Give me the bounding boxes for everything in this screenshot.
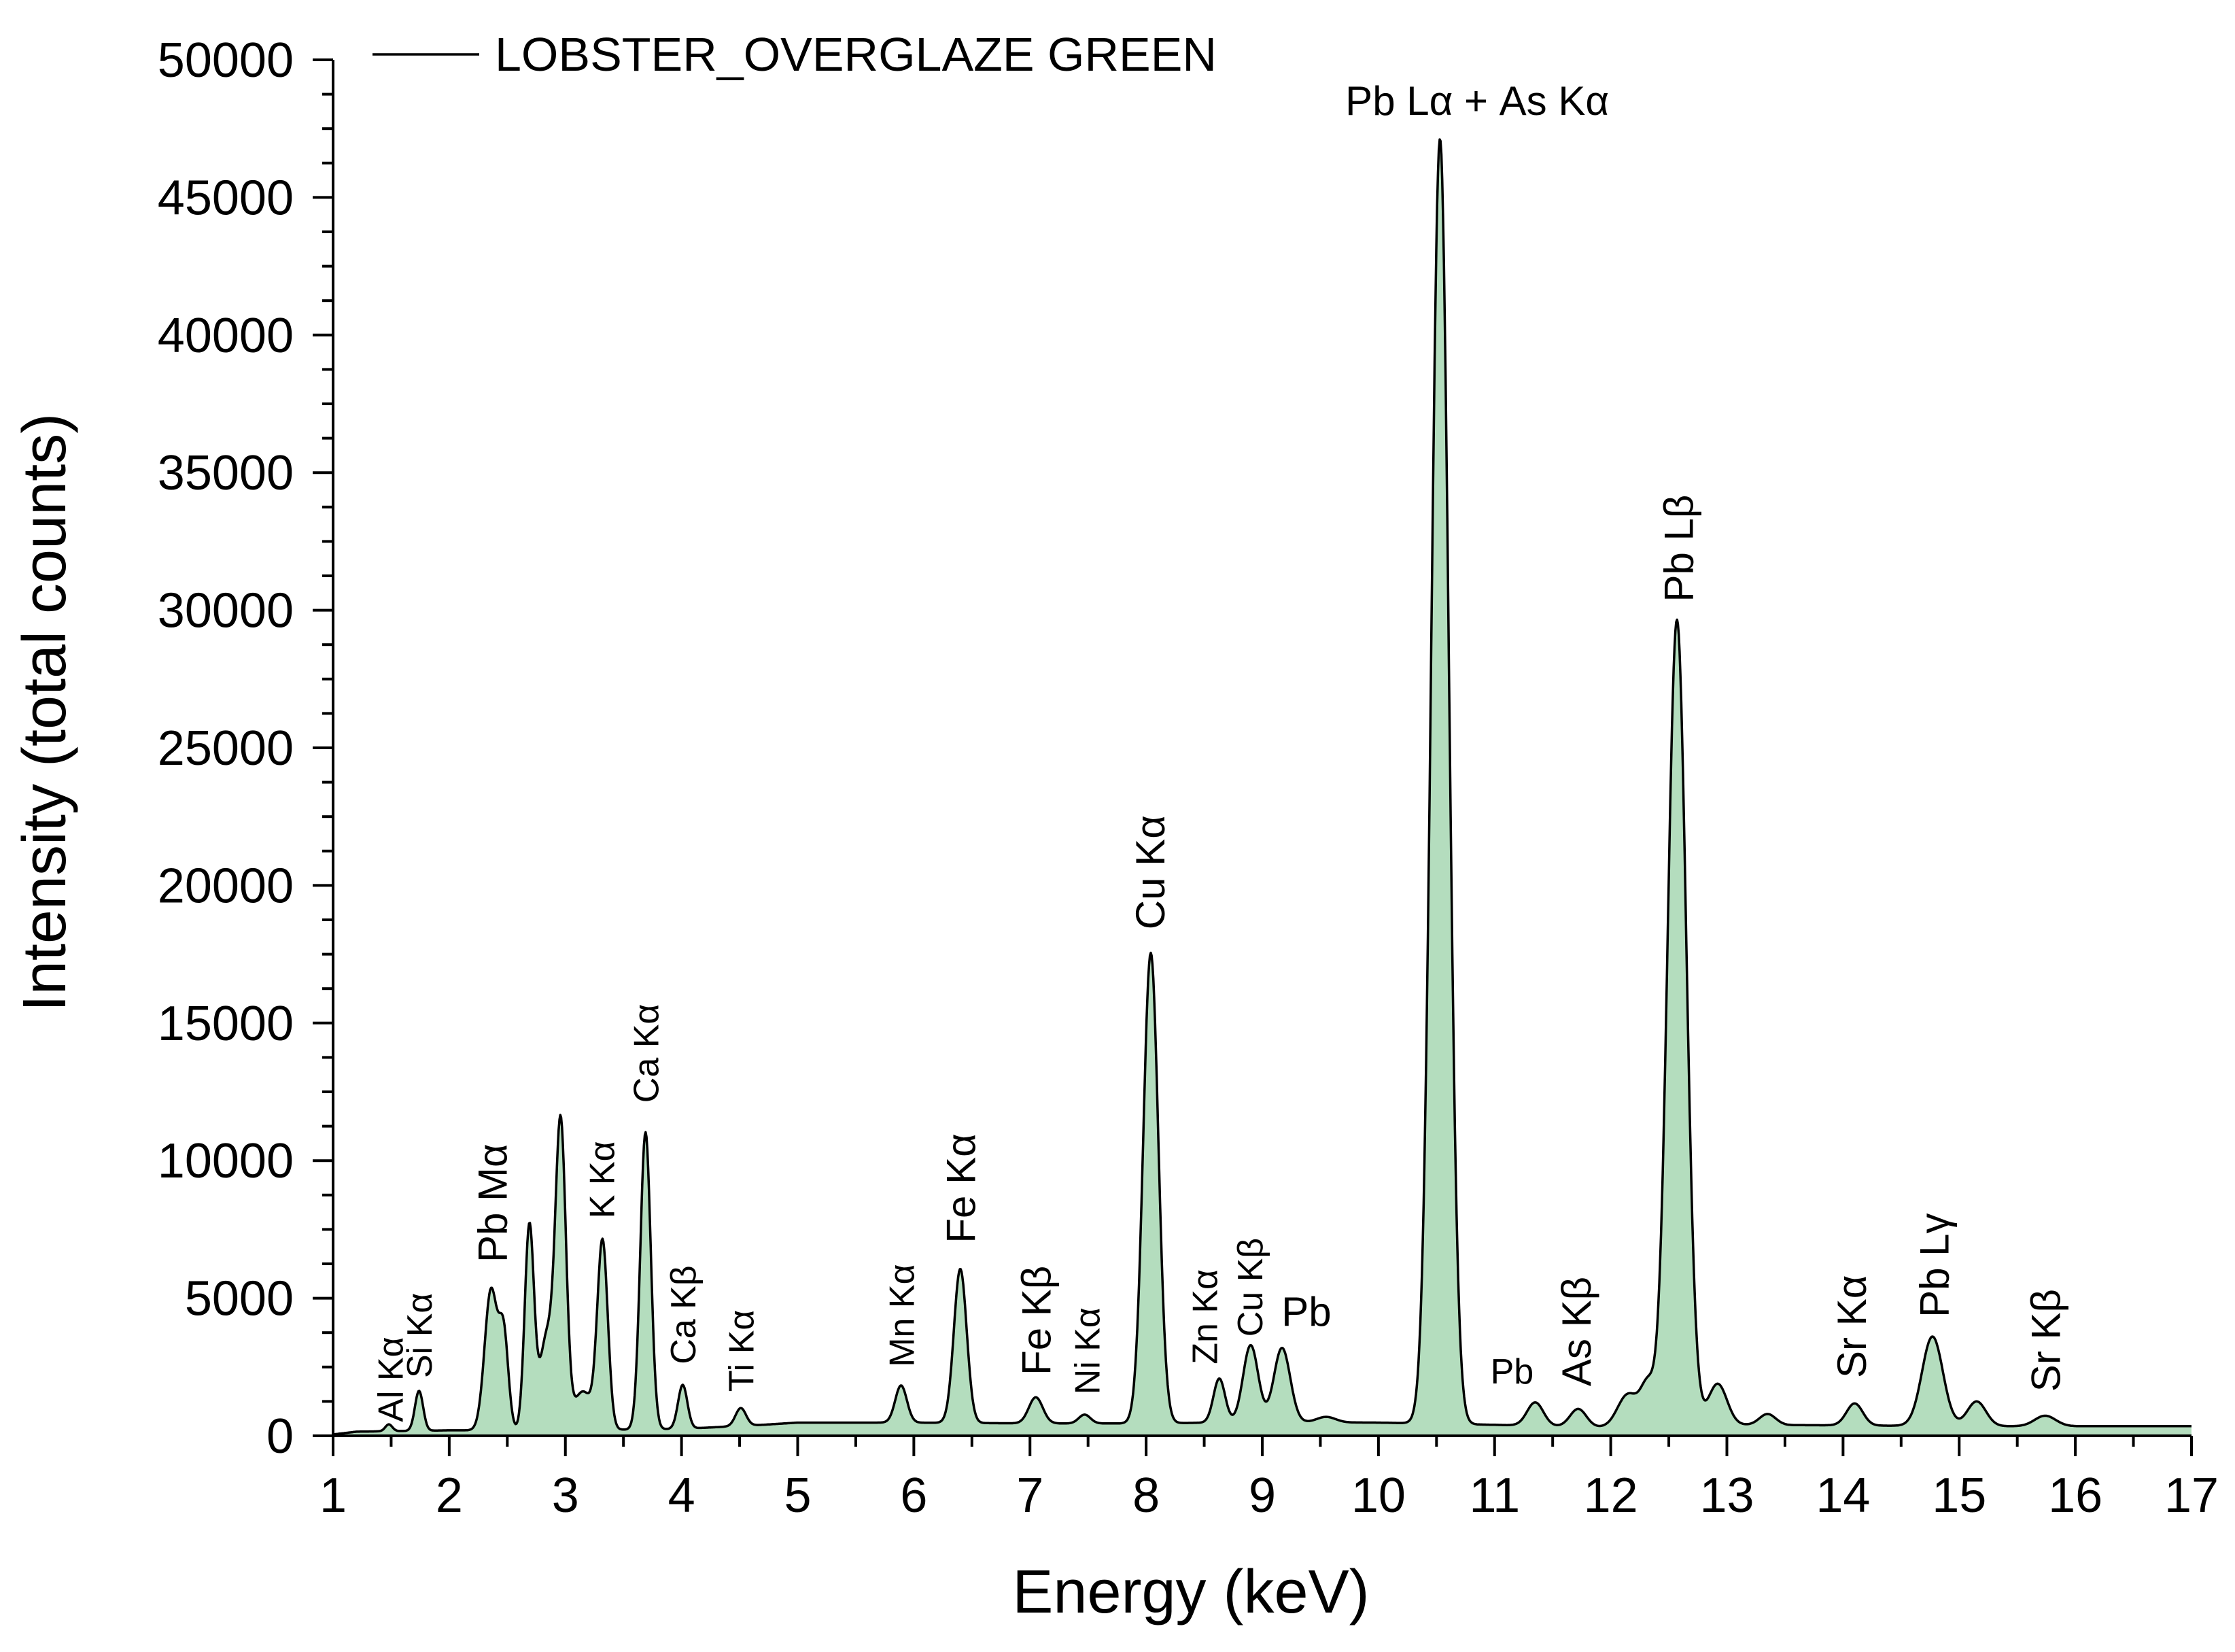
y-tick-label: 0	[266, 1409, 294, 1464]
peak-label: Pb	[1491, 1352, 1534, 1392]
x-tick-label: 11	[1469, 1468, 1520, 1523]
plot-area	[332, 138, 2192, 1436]
y-tick-label: 5000	[185, 1272, 294, 1326]
peak-label: Pb Lα + As Kα	[1345, 78, 1609, 124]
y-tick-label: 10000	[158, 1134, 294, 1188]
peak-label: Si Kα	[400, 1293, 440, 1378]
peak-label: Al Kα	[371, 1337, 411, 1422]
x-tick-label: 10	[1351, 1468, 1406, 1523]
spectrum-line	[332, 138, 2192, 1436]
x-tick-label: 6	[900, 1468, 927, 1523]
x-tick-label: 3	[552, 1468, 579, 1523]
x-tick-label: 4	[668, 1468, 695, 1523]
x-tick-label: 15	[1932, 1468, 1986, 1523]
y-tick-label: 45000	[158, 171, 294, 225]
legend: LOBSTER_OVERGLAZE GREEN	[372, 28, 1217, 81]
peak-label: Fe Kα	[938, 1133, 984, 1243]
y-tick-label: 20000	[158, 859, 294, 913]
y-axis-title: Intensity (total counts)	[11, 413, 79, 1012]
x-tick-label: 17	[2164, 1468, 2219, 1523]
x-tick-label: 1	[319, 1468, 347, 1523]
peak-label: Ni Kα	[1069, 1307, 1108, 1394]
y-tick-label: 40000	[158, 309, 294, 363]
peak-label: Pb Lγ	[1911, 1213, 1957, 1317]
peak-label: Sr Kβ	[2023, 1289, 2068, 1392]
x-tick-label: 16	[2048, 1468, 2102, 1523]
x-axis-title: Energy (keV)	[1012, 1558, 1369, 1626]
peak-label: Ti Kα	[723, 1310, 762, 1392]
peak-label: Cu Kβ	[1231, 1238, 1270, 1337]
x-tick-label: 13	[1699, 1468, 1754, 1523]
x-tick-label: 9	[1249, 1468, 1276, 1523]
y-tick-label: 15000	[158, 997, 294, 1051]
y-axis-ticks: 0 5000 10000 15000 20000 25000 30000 35000 40000…	[158, 33, 333, 1464]
y-tick-label: 30000	[158, 584, 294, 638]
peak-label: Pb	[1281, 1289, 1331, 1335]
x-tick-label: 7	[1016, 1468, 1043, 1523]
y-tick-label: 35000	[158, 446, 294, 500]
y-tick-label: 50000	[158, 33, 294, 88]
peak-label: Fe Kβ	[1013, 1266, 1059, 1375]
peak-label: Mn Kα	[882, 1264, 922, 1366]
x-tick-label: 5	[784, 1468, 811, 1523]
x-tick-label: 2	[436, 1468, 463, 1523]
peak-label: Pb Lβ	[1656, 495, 1701, 602]
x-tick-label: 12	[1584, 1468, 1638, 1523]
x-tick-label: 8	[1132, 1468, 1160, 1523]
peak-label: Cu Kα	[1128, 815, 1173, 929]
peak-label: Pb Mα	[470, 1143, 516, 1262]
x-axis-ticks: 1 2 3 4 5 6 7 8 9 10 11 12 13 14 15 16 17	[319, 1436, 2219, 1523]
peak-label: Sr Kα	[1829, 1275, 1875, 1378]
peak-label: As Kβ	[1554, 1277, 1599, 1386]
y-tick-label: 25000	[158, 721, 294, 776]
peak-label: Zn Kα	[1185, 1269, 1225, 1364]
peak-label: Ca Kβ	[664, 1265, 704, 1364]
x-tick-label: 14	[1816, 1468, 1870, 1523]
peak-label: K Kα	[583, 1141, 622, 1218]
peak-label: Ca Kα	[627, 1004, 666, 1103]
legend-entry-label: LOBSTER_OVERGLAZE GREEN	[495, 28, 1217, 81]
